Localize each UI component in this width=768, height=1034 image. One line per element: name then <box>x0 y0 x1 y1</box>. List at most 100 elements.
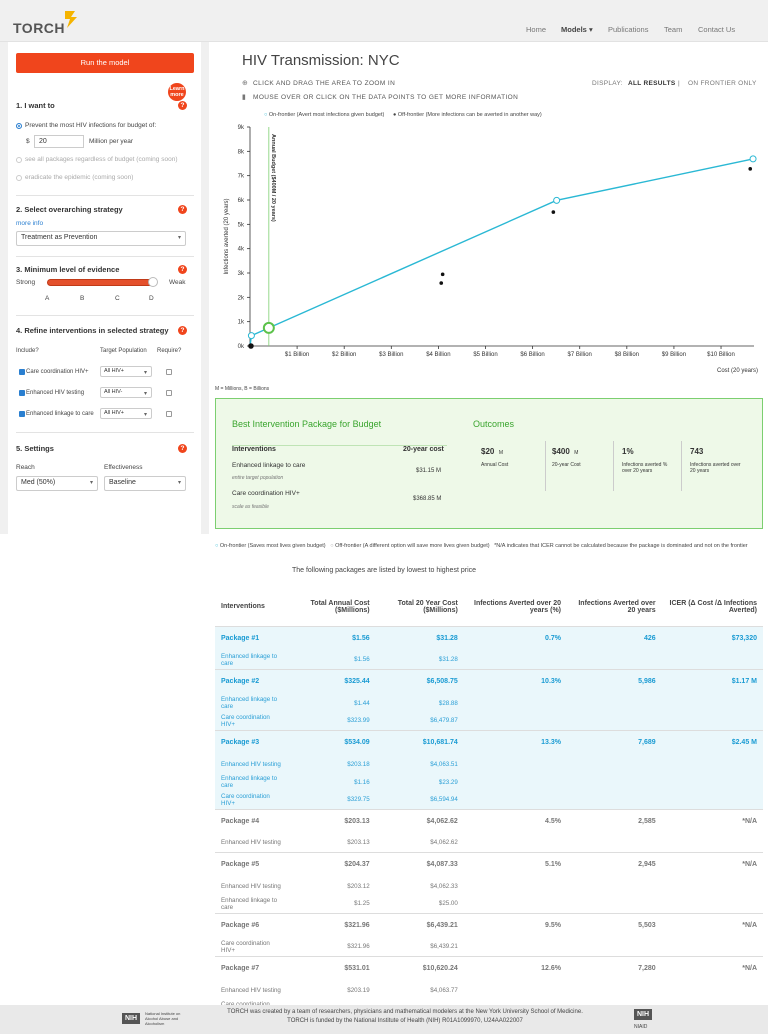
effectiveness-select[interactable]: Baseline <box>104 476 186 491</box>
intervention-cell <box>464 712 567 730</box>
off-frontier-point[interactable] <box>441 273 445 277</box>
intervention-cell <box>464 694 567 712</box>
package-cell: Package #1 <box>215 626 288 651</box>
intervention-cell <box>567 877 662 895</box>
grade-a: A <box>45 295 49 302</box>
evidence-slider-handle[interactable] <box>148 277 158 287</box>
package-row[interactable]: Package #5 $204.37 $4,087.33 5.1% 2,945 *N/A <box>215 852 763 877</box>
package-row[interactable]: Package #3 $534.09 $10,681.74 13.3% 7,689 $2.… <box>215 730 763 755</box>
require-checkbox[interactable] <box>166 411 172 417</box>
require-checkbox[interactable] <box>166 369 172 375</box>
intervention-cell <box>567 773 662 791</box>
help-icon[interactable]: ? <box>178 326 187 335</box>
intervention-row: Enhanced linkage to care $1.25 $25.00 <box>215 895 763 913</box>
package-cell: 13.3% <box>464 730 567 755</box>
column-header: Interventions <box>215 588 288 626</box>
package-row[interactable]: Package #2 $325.44 $6,508.75 10.3% 5,986 $1.1… <box>215 669 763 694</box>
help-icon[interactable]: ? <box>178 205 187 214</box>
effectiveness-label: Effectiveness <box>104 464 143 471</box>
off-frontier-point[interactable] <box>748 167 752 171</box>
divider <box>16 195 194 196</box>
frontier-point[interactable] <box>750 156 756 162</box>
intervention-cell: $23.29 <box>376 773 464 791</box>
radio-all-packages[interactable] <box>16 157 22 163</box>
package-cell: 0.7% <box>464 626 567 651</box>
nav-team[interactable]: Team <box>664 25 682 34</box>
package-cell: $203.13 <box>288 809 375 834</box>
units-note: M = Millions, B = Billions <box>215 386 269 392</box>
more-info-link[interactable]: more info <box>16 220 43 227</box>
strategy-select[interactable]: Treatment as Prevention <box>16 231 186 246</box>
intervention-cell: $1.25 <box>288 895 375 913</box>
run-model-button[interactable]: Run the model <box>16 53 194 73</box>
nav-contact[interactable]: Contact Us <box>698 25 735 34</box>
package-row[interactable]: Package #1 $1.56 $31.28 0.7% 426 $73,320 <box>215 626 763 651</box>
off-frontier-icon: ○ <box>330 543 333 549</box>
target-population-select[interactable]: All HIV- <box>100 387 152 398</box>
best-package-panel: Best Intervention Package for Budget Int… <box>215 398 763 529</box>
off-frontier-point[interactable] <box>552 210 556 214</box>
reach-label: Reach <box>16 464 35 471</box>
y-tick-label: 9k <box>238 125 245 131</box>
nav-publications[interactable]: Publications <box>608 25 648 34</box>
intervention-cell <box>662 694 763 712</box>
niaid-label: NIAID <box>634 1024 647 1030</box>
x-tick-label: $4 Billion <box>426 352 450 358</box>
help-icon[interactable]: ? <box>178 101 187 110</box>
intervention-cell: $203.19 <box>288 981 375 999</box>
package-cell: $2.45 M <box>662 730 763 755</box>
display-separator: | <box>678 80 680 87</box>
learn-more-badge[interactable]: Learn more <box>168 83 186 101</box>
intervention-cell <box>464 895 567 913</box>
intervention-cell: $6,594.94 <box>376 791 464 809</box>
help-icon[interactable]: ? <box>178 265 187 274</box>
target-population-select[interactable]: All HIV+ <box>100 408 152 419</box>
package-row[interactable]: Package #7 $531.01 $10,620.24 12.6% 7,280 *N/… <box>215 956 763 981</box>
logo[interactable]: TORCH <box>13 20 65 36</box>
include-checkbox[interactable] <box>19 390 25 396</box>
intervention-cell <box>662 773 763 791</box>
niaaa-logo-text: National Institute on Alcohol Abuse and … <box>145 1011 187 1026</box>
evidence-slider-track[interactable] <box>47 279 153 286</box>
frontier-point[interactable] <box>554 197 560 203</box>
section-i-want-to: 1. I want to <box>16 101 55 110</box>
require-checkbox[interactable] <box>166 390 172 396</box>
include-checkbox[interactable] <box>19 369 25 375</box>
radio-eradicate[interactable] <box>16 175 22 181</box>
intervention-cell: $28.88 <box>376 694 464 712</box>
intervention-cell <box>567 651 662 669</box>
intervention-cell: Enhanced linkage to care <box>215 773 288 791</box>
intervention-name: Care coordination HIV+ <box>26 369 89 375</box>
nav-models[interactable]: Models ▾ <box>561 25 593 34</box>
frontier-line <box>250 159 753 346</box>
selected-point[interactable] <box>264 323 274 333</box>
intervention-cell <box>662 895 763 913</box>
target-population-select[interactable]: All HIV+ <box>100 366 152 377</box>
nav-home[interactable]: Home <box>526 25 546 34</box>
help-icon[interactable]: ? <box>178 444 187 453</box>
intervention-cell: $25.00 <box>376 895 464 913</box>
mouse-hint: MOUSE OVER OR CLICK ON THE DATA POINTS T… <box>253 94 518 101</box>
off-frontier-point[interactable] <box>439 281 443 285</box>
radio-budget[interactable] <box>16 123 22 129</box>
y-axis-label: Infections averted (20 years) <box>224 198 230 274</box>
include-checkbox[interactable] <box>19 411 25 417</box>
stat-annual-cost: $20 M Annual Cost <box>481 441 541 491</box>
intervention-cell <box>464 791 567 809</box>
intervention-row: Enhanced linkage to care $1.56 $31.28 <box>215 651 763 669</box>
intervention-cell <box>662 712 763 730</box>
best-item-name: Enhanced linkage to care <box>232 462 305 469</box>
package-cell: 5,986 <box>567 669 662 694</box>
intervention-cell: $1.16 <box>288 773 375 791</box>
budget-input[interactable]: 20 <box>34 135 84 148</box>
reach-select[interactable]: Med (50%) <box>16 476 98 491</box>
display-on-frontier[interactable]: ON FRONTIER ONLY <box>688 80 757 87</box>
display-all-results[interactable]: ALL RESULTS <box>628 80 675 87</box>
package-row[interactable]: Package #6 $321.96 $6,439.21 9.5% 5,503 *N/A <box>215 913 763 938</box>
package-cell: 4.5% <box>464 809 567 834</box>
package-row[interactable]: Package #4 $203.13 $4,062.62 4.5% 2,585 *N/A <box>215 809 763 834</box>
frontier-chart[interactable]: 0k 1k 2k 3k 4k 5k 6k 7k 8k 9k $1 Billion $2 Billion… <box>209 108 763 378</box>
cost-header: 20-year cost <box>403 446 444 453</box>
off-frontier-point[interactable] <box>248 343 254 349</box>
frontier-point[interactable] <box>248 333 254 339</box>
